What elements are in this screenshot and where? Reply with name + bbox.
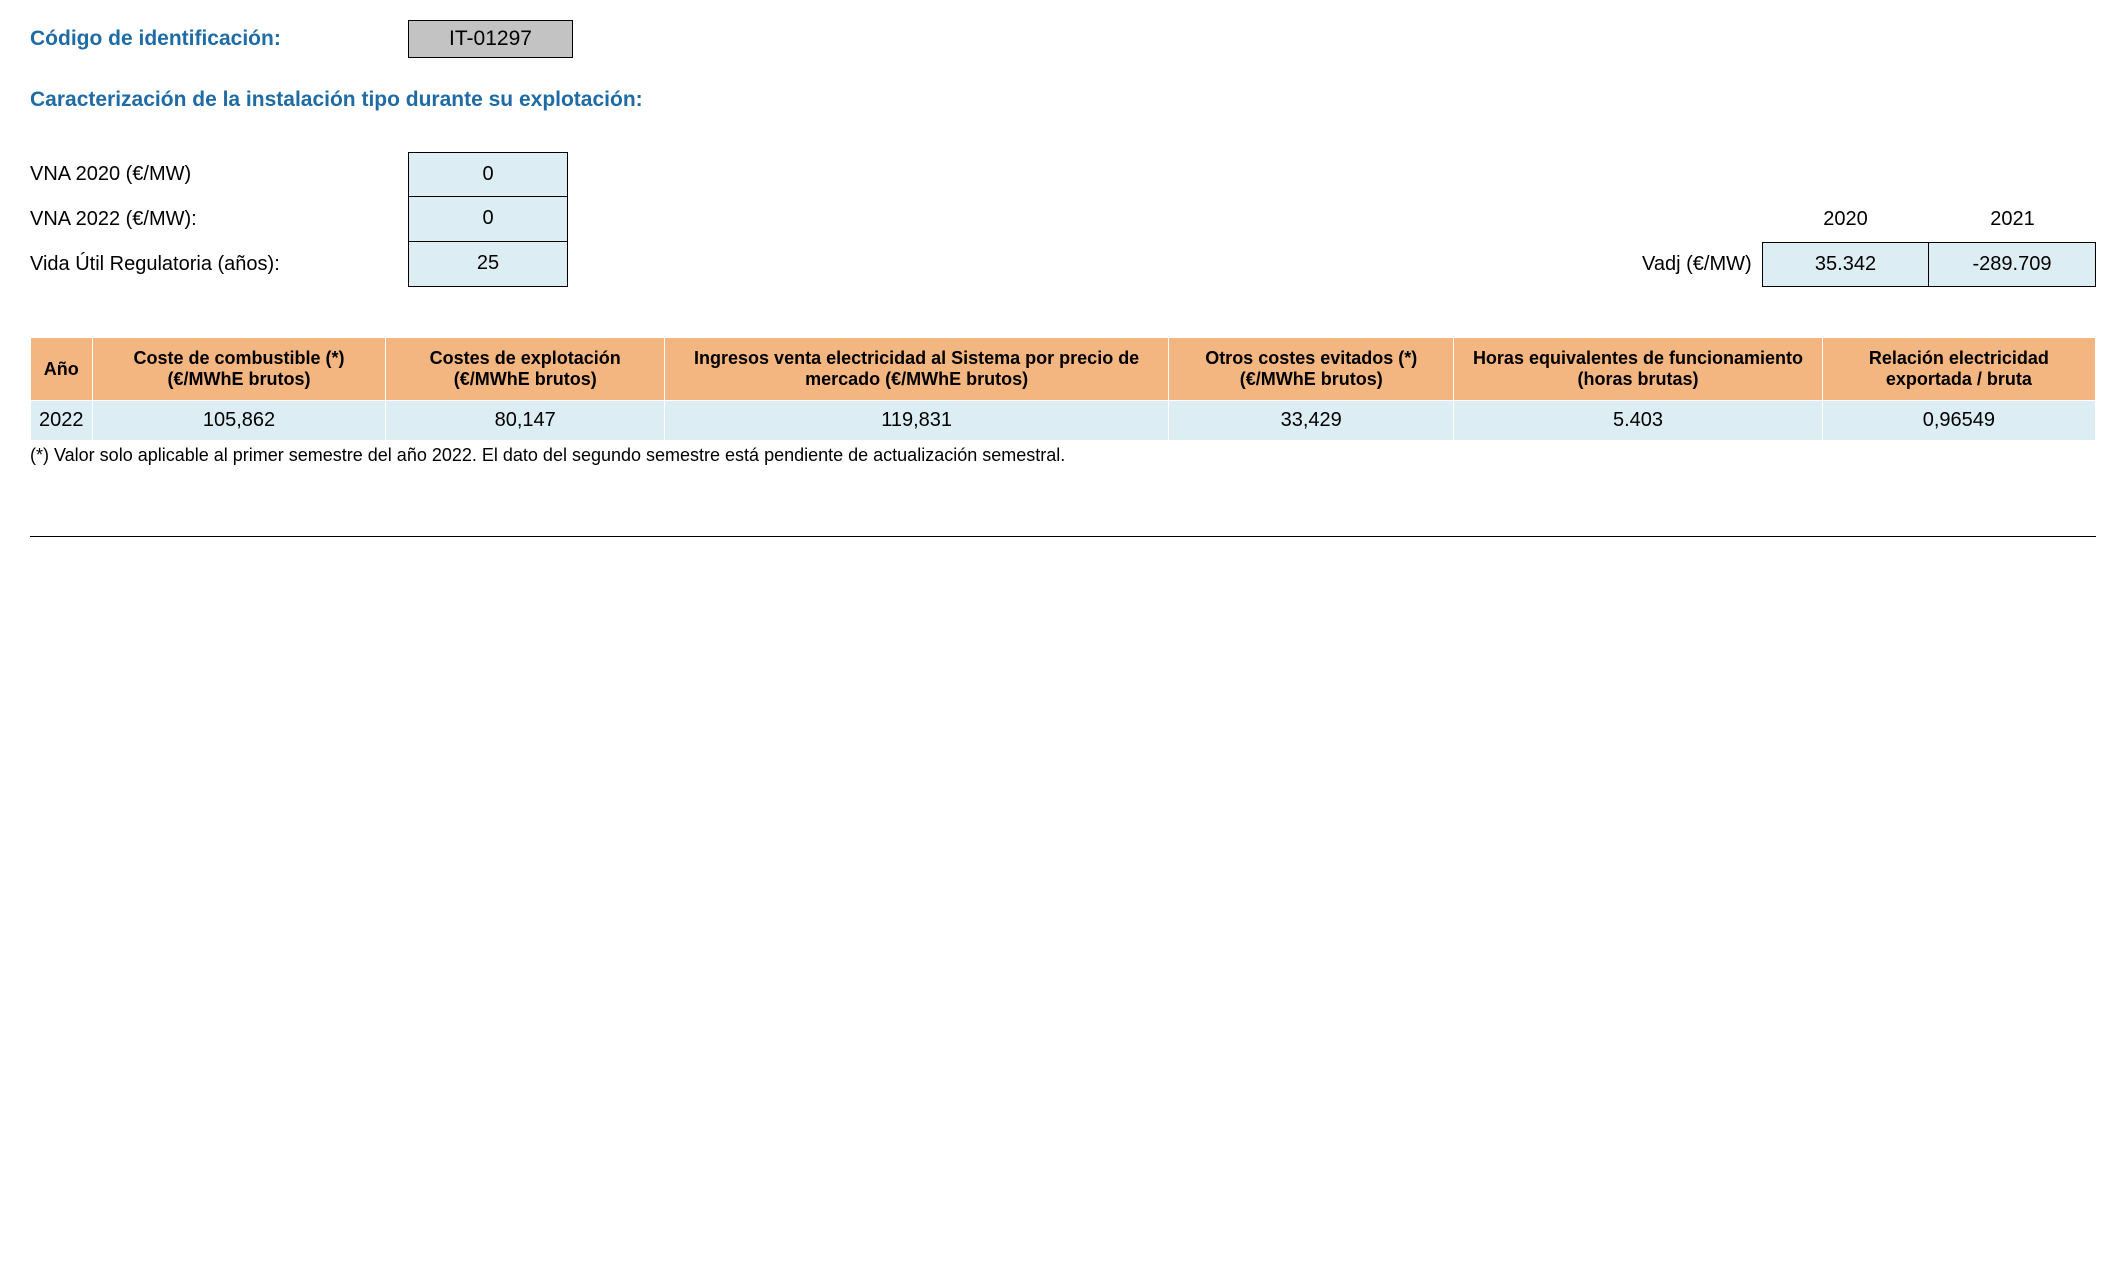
td-income: 119,831 — [664, 401, 1168, 441]
vadj-year-2: 2021 — [1929, 197, 2096, 242]
th-income: Ingresos venta electricidad al Sistema p… — [664, 338, 1168, 401]
code-header-row: Código de identificación: IT-01297 — [30, 20, 2096, 58]
params-left: VNA 2020 (€/MW) 0 VNA 2022 (€/MW): 0 Vid… — [30, 152, 590, 287]
th-avoided-cost: Otros costes evitados (*) (€/MWhE brutos… — [1169, 338, 1454, 401]
vadj-values-row: Vadj (€/MW) 35.342 -289.709 — [1642, 242, 2096, 287]
param-row-vna2022: VNA 2022 (€/MW): 0 — [30, 197, 590, 242]
vadj-block: 2020 2021 Vadj (€/MW) 35.342 -289.709 — [1642, 197, 2096, 287]
th-ratio: Relación electricidad exportada / bruta — [1822, 338, 2095, 401]
vadj-value-2: -289.709 — [1929, 242, 2096, 287]
params-right: 2020 2021 Vadj (€/MW) 35.342 -289.709 — [590, 152, 2096, 287]
td-ratio: 0,96549 — [1822, 401, 2095, 441]
th-operating-cost: Costes de explotación (€/MWhE brutos) — [386, 338, 665, 401]
td-year: 2022 — [31, 401, 93, 441]
params-area: VNA 2020 (€/MW) 0 VNA 2022 (€/MW): 0 Vid… — [30, 152, 2096, 287]
vadj-years: 2020 2021 — [1642, 197, 2096, 242]
param-row-vna2020: VNA 2020 (€/MW) 0 — [30, 152, 590, 197]
vadj-spacer — [1642, 197, 1762, 242]
vadj-label: Vadj (€/MW) — [1642, 253, 1762, 276]
td-fuel-cost: 105,862 — [92, 401, 386, 441]
th-equiv-hours: Horas equivalentes de funcionamiento (ho… — [1454, 338, 1823, 401]
vida-value: 25 — [408, 242, 568, 287]
vna2022-label: VNA 2022 (€/MW): — [30, 208, 408, 231]
footnote: (*) Valor solo aplicable al primer semes… — [30, 445, 2096, 466]
td-avoided-cost: 33,429 — [1169, 401, 1454, 441]
vadj-value-1: 35.342 — [1762, 242, 1929, 287]
table-header-row: Año Coste de combustible (*) (€/MWhE bru… — [31, 338, 2096, 401]
table-row: 2022 105,862 80,147 119,831 33,429 5.403… — [31, 401, 2096, 441]
vna2022-value: 0 — [408, 197, 568, 242]
code-value-box: IT-01297 — [408, 20, 573, 58]
main-data-table: Año Coste de combustible (*) (€/MWhE bru… — [30, 337, 2096, 441]
vna2020-value: 0 — [408, 152, 568, 197]
section-title: Caracterización de la instalación tipo d… — [30, 88, 2096, 112]
th-year: Año — [31, 338, 93, 401]
divider — [30, 536, 2096, 537]
td-operating-cost: 80,147 — [386, 401, 665, 441]
param-row-vida: Vida Útil Regulatoria (años): 25 — [30, 242, 590, 287]
vida-label: Vida Útil Regulatoria (años): — [30, 253, 408, 276]
vadj-year-1: 2020 — [1762, 197, 1929, 242]
td-equiv-hours: 5.403 — [1454, 401, 1823, 441]
th-fuel-cost: Coste de combustible (*) (€/MWhE brutos) — [92, 338, 386, 401]
vna2020-label: VNA 2020 (€/MW) — [30, 163, 408, 186]
code-label: Código de identificación: — [30, 27, 408, 51]
